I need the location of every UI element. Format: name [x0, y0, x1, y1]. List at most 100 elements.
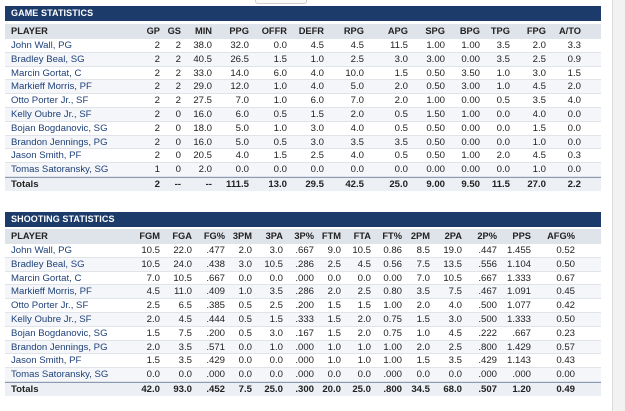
column-header[interactable]: BPG [459, 26, 480, 36]
player-link[interactable]: Kelly Oubre Jr., SF [11, 108, 92, 120]
player-link[interactable]: Tomas Satoransky, SG [11, 164, 109, 176]
stat-cell: .500 [478, 300, 497, 312]
column-header[interactable]: PPS [512, 231, 531, 241]
player-link[interactable]: Marcin Gortat, C [11, 67, 82, 79]
player-link[interactable]: Markieff Morris, PF [11, 286, 92, 298]
stat-cell: 22.0 [173, 245, 192, 256]
player-link[interactable]: John Wall, PG [11, 40, 72, 51]
stat-cell: 0.00 [426, 164, 445, 176]
stat-cell: 0.0 [327, 369, 341, 381]
stat-cell: 2 [154, 95, 160, 107]
stat-cell: 1.00 [461, 40, 480, 51]
column-header[interactable]: AFG% [547, 231, 575, 241]
player-link[interactable]: Tomas Satoransky, SG [11, 369, 109, 381]
column-header[interactable]: TPG [490, 26, 510, 36]
stat-cell: 4.0 [567, 95, 581, 107]
stat-cell: 3.00 [426, 53, 445, 65]
player-link[interactable]: Jason Smith, PF [11, 150, 82, 162]
stat-cell: 4.0 [235, 150, 249, 162]
stat-cell: 4.0 [310, 81, 324, 93]
column-header[interactable]: FT% [382, 231, 402, 241]
total-cell: 93.0 [173, 383, 192, 395]
player-link[interactable]: Brandon Jennings, PG [11, 341, 108, 353]
stat-cell: 0.50 [426, 150, 445, 162]
column-header[interactable]: GP [146, 26, 160, 36]
column-header[interactable]: RPG [343, 26, 364, 36]
column-header[interactable]: DEFR [298, 26, 324, 36]
stat-cell: 0.0 [273, 164, 287, 176]
stat-cell: 2 [154, 150, 160, 162]
total-cell: 29.5 [305, 178, 324, 190]
stat-cell: 3.5 [394, 136, 408, 148]
table-row: Otto Porter Jr., SF 2.5 6.5 .385 0.5 2.5 .200 1… [5, 299, 601, 313]
stat-cell: 2.5 [146, 300, 160, 312]
column-header[interactable]: SPG [425, 26, 445, 36]
player-link[interactable]: Brandon Jennings, PG [11, 136, 108, 148]
stat-cell: 10.5 [141, 258, 160, 270]
stat-cell: 14.0 [230, 67, 249, 79]
stat-cell: 0.0 [235, 164, 249, 176]
stat-cell: 0.0 [496, 136, 510, 148]
shooting-statistics-title: SHOOTING STATISTICS [5, 212, 601, 227]
stat-cell: .000 [295, 272, 314, 284]
column-header[interactable]: FPG [526, 26, 546, 36]
stat-cell: 0.50 [556, 258, 575, 270]
player-link[interactable]: Otto Porter Jr., SF [11, 95, 89, 107]
column-header[interactable]: 2P% [477, 231, 497, 241]
column-header[interactable]: 2PM [410, 231, 430, 241]
table-row: Markieff Morris, PF 2 2 29.0 12.0 1.0 4.0 5.0 2.… [5, 80, 601, 95]
stat-cell: .500 [478, 313, 497, 325]
stat-cell: 1.00 [383, 355, 402, 367]
stat-cell: 7.5 [448, 286, 462, 298]
player-link[interactable]: Bojan Bogdanovic, SG [11, 327, 108, 339]
player-link[interactable]: Bojan Bogdanovic, SG [11, 122, 108, 134]
stat-cell: 18.0 [193, 122, 212, 134]
vertical-scrollbar[interactable] [612, 0, 625, 411]
column-header[interactable]: 3PA [265, 231, 283, 241]
stat-cell: 1.0 [238, 286, 252, 298]
column-header[interactable]: PLAYER [11, 26, 48, 36]
stat-cell: 6.0 [235, 108, 249, 120]
column-header[interactable]: MIN [194, 26, 212, 36]
stat-cell: 1.0 [532, 164, 546, 176]
stat-cell: 16.0 [193, 108, 212, 120]
stat-cell: 0.0 [269, 369, 283, 381]
player-link[interactable]: John Wall, PG [11, 245, 72, 256]
stat-cell: .667 [478, 272, 497, 284]
column-header[interactable]: PLAYER [11, 231, 48, 241]
column-header[interactable]: FGA [172, 231, 192, 241]
stat-cell: 10.0 [345, 67, 364, 79]
column-header[interactable]: APG [387, 26, 408, 36]
column-header[interactable]: 3P% [294, 231, 314, 241]
column-header[interactable]: A/TO [558, 26, 581, 36]
total-cell: .507 [478, 383, 497, 395]
stat-cell: 3.00 [461, 81, 480, 93]
stat-cell: 10.5 [443, 272, 462, 284]
column-header[interactable]: OFFR [261, 26, 287, 36]
game-statistics-table: John Wall, PG 2 2 38.0 32.0 0.0 4.5 4.5 11.5 1.00… [5, 39, 601, 191]
column-header[interactable]: GS [167, 26, 181, 36]
stat-cell: 3.5 [496, 53, 510, 65]
stat-cell: 0.0 [350, 164, 364, 176]
column-header[interactable]: 2PA [444, 231, 462, 241]
player-link[interactable]: Marcin Gortat, C [11, 272, 82, 284]
stat-cell: 1.0 [269, 341, 283, 353]
player-link[interactable]: Kelly Oubre Jr., SF [11, 313, 92, 325]
player-link[interactable]: Markieff Morris, PF [11, 81, 92, 93]
player-link[interactable]: Jason Smith, PF [11, 355, 82, 367]
stat-cell: 1.5 [416, 355, 430, 367]
stat-cell: 0.0 [269, 355, 283, 367]
stat-cell: 0.50 [426, 67, 445, 79]
column-header[interactable]: FTA [353, 231, 371, 241]
column-header[interactable]: 3PM [232, 231, 252, 241]
column-header[interactable]: FGM [139, 231, 160, 241]
player-link[interactable]: Bradley Beal, SG [11, 53, 85, 65]
column-header[interactable]: PPG [229, 26, 249, 36]
stat-cell: 0.23 [556, 327, 575, 339]
player-link[interactable]: Otto Porter Jr., SF [11, 300, 89, 312]
total-cell: 111.5 [226, 178, 249, 190]
column-header[interactable]: FTM [321, 231, 341, 241]
stat-cell: 4.5 [146, 286, 160, 298]
player-link[interactable]: Bradley Beal, SG [11, 258, 85, 270]
column-header[interactable]: FG% [203, 231, 225, 241]
